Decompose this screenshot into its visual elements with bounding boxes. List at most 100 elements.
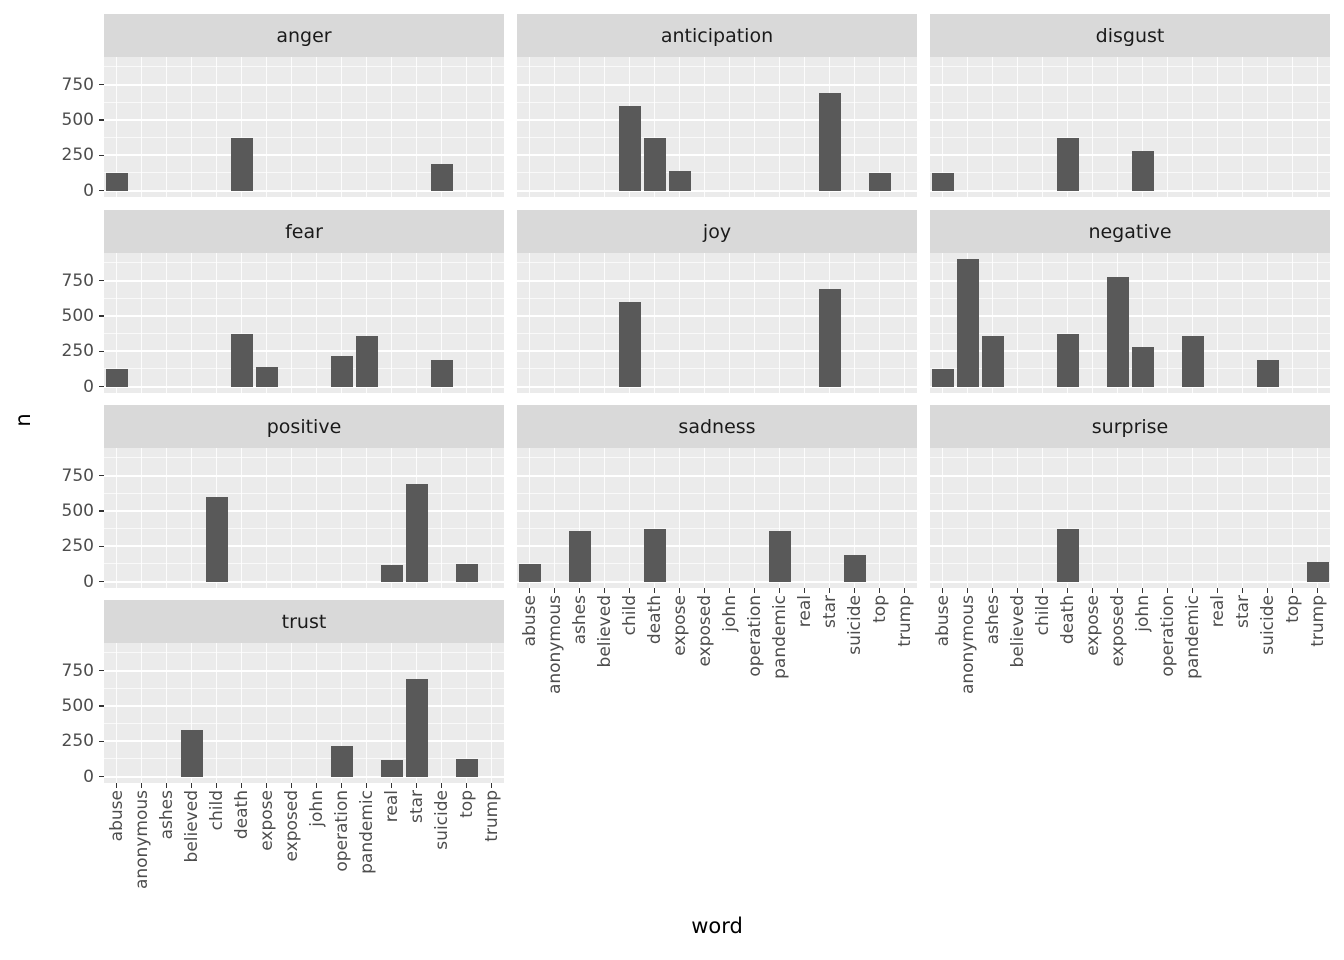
- gridline-minor: [517, 528, 917, 530]
- gridline-vertical: [166, 643, 167, 783]
- gridline-vertical: [341, 57, 342, 197]
- x-tick-label: abuse: [107, 790, 127, 902]
- gridline-vertical: [604, 57, 605, 197]
- facet-panel-anticipation: [517, 57, 917, 197]
- facet-panel-sadness: [517, 448, 917, 588]
- gridline-vertical: [704, 253, 705, 393]
- x-tick: [703, 588, 706, 593]
- gridline-vertical: [579, 448, 580, 588]
- gridline-major: [930, 545, 1330, 548]
- x-tick: [1016, 588, 1019, 593]
- x-tick: [465, 783, 468, 788]
- x-tick-label-text: believed: [1007, 595, 1028, 668]
- x-tick-label-text: expose: [256, 790, 277, 851]
- gridline-vertical: [166, 253, 167, 393]
- x-tick: [365, 783, 368, 788]
- bar-child: [205, 496, 228, 582]
- x-tick: [490, 783, 493, 788]
- bar-real: [380, 564, 403, 582]
- x-tick-label: suicide: [432, 790, 452, 902]
- x-tick: [1041, 588, 1044, 593]
- gridline-minor: [517, 137, 917, 139]
- x-tick-label-text: abuse: [932, 595, 953, 647]
- x-tick-label: exposed: [695, 595, 715, 707]
- x-tick-label-text: ashes: [982, 595, 1003, 645]
- gridline-vertical: [116, 643, 117, 783]
- x-tick-label: ashes: [157, 790, 177, 902]
- gridline-vertical: [1167, 57, 1168, 197]
- x-tick: [603, 588, 606, 593]
- gridline-vertical: [1017, 448, 1018, 588]
- gridline-vertical: [141, 448, 142, 588]
- gridline-vertical: [1067, 448, 1068, 588]
- y-tick: [99, 775, 104, 778]
- gridline-major: [930, 509, 1330, 512]
- bar-pandemic: [355, 335, 378, 387]
- gridline-vertical: [141, 643, 142, 783]
- gridline-vertical: [491, 643, 492, 783]
- x-tick: [265, 783, 268, 788]
- bar-death: [1056, 529, 1079, 582]
- gridline-vertical: [754, 57, 755, 197]
- x-tick: [553, 588, 556, 593]
- x-tick: [315, 783, 318, 788]
- x-tick: [653, 588, 656, 593]
- gridline-vertical: [1167, 253, 1168, 393]
- facet-panel-anger: [104, 57, 504, 197]
- facet-strip-negative: negative: [930, 210, 1330, 253]
- gridline-vertical: [1192, 448, 1193, 588]
- bar-abuse: [931, 368, 954, 387]
- x-tick-label: death: [1057, 595, 1078, 707]
- gridline-vertical: [241, 448, 242, 588]
- x-tick-label: top: [457, 790, 477, 902]
- facet-label: positive: [266, 415, 342, 438]
- gridline-vertical: [266, 448, 267, 588]
- x-tick: [290, 783, 293, 788]
- facet-panel-positive: [104, 448, 504, 588]
- x-tick: [991, 588, 994, 593]
- bar-believed: [180, 729, 203, 777]
- y-tick: [99, 279, 104, 282]
- x-tick: [1241, 588, 1244, 593]
- gridline-minor: [104, 723, 504, 725]
- x-tick-label-text: child: [619, 595, 640, 636]
- facet-strip-surprise: surprise: [930, 405, 1330, 448]
- gridline-major: [104, 350, 504, 353]
- gridline-vertical: [1042, 57, 1043, 197]
- gridline-vertical: [216, 57, 217, 197]
- gridline-vertical: [391, 643, 392, 783]
- gridline-minor: [104, 137, 504, 139]
- gridline-minor: [930, 137, 1330, 139]
- gridline-vertical: [854, 448, 855, 588]
- x-tick-label: anonymous: [132, 790, 152, 902]
- bar-suicide: [1256, 359, 1279, 387]
- gridline-vertical: [366, 57, 367, 197]
- gridline-minor: [930, 492, 1330, 494]
- bar-star: [818, 289, 841, 387]
- bar-abuse: [105, 368, 128, 387]
- facet-strip-positive: positive: [104, 405, 504, 448]
- x-tick-label-text: trump: [481, 790, 502, 842]
- bar-top: [455, 563, 478, 582]
- x-tick: [165, 783, 168, 788]
- x-tick: [1266, 588, 1269, 593]
- gridline-vertical: [1242, 253, 1243, 393]
- x-tick: [778, 588, 781, 593]
- gridline-vertical: [1042, 253, 1043, 393]
- bar-death: [643, 138, 666, 191]
- gridline-vertical: [441, 448, 442, 588]
- x-tick-label-text: expose: [1082, 595, 1103, 656]
- x-tick-label-text: expose: [669, 595, 690, 656]
- gridline-vertical: [366, 253, 367, 393]
- x-tick-label-text: exposed: [1107, 595, 1128, 667]
- x-tick-label: ashes: [982, 595, 1003, 707]
- gridline-vertical: [529, 57, 530, 197]
- x-tick-label: trump: [481, 790, 502, 902]
- facet-panel-trust: [104, 643, 504, 783]
- x-tick-label-text: death: [1057, 595, 1078, 645]
- gridline-vertical: [191, 253, 192, 393]
- x-tick-label: anonymous: [958, 595, 978, 707]
- gridline-vertical: [1042, 448, 1043, 588]
- gridline-major: [104, 385, 504, 388]
- bar-death: [1056, 334, 1079, 387]
